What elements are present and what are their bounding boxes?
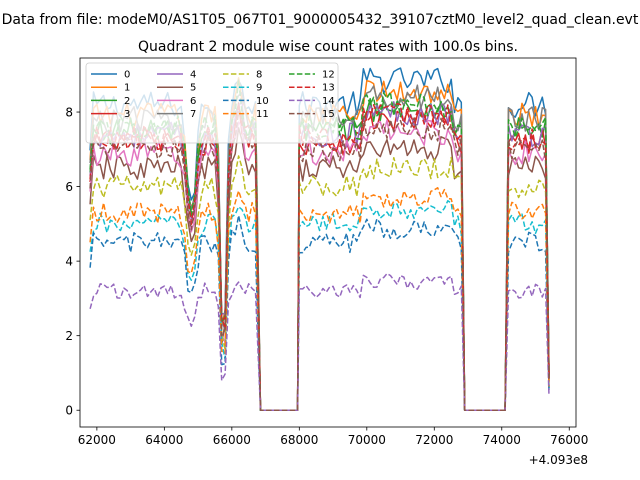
axes-frame xyxy=(79,57,577,428)
figure-suptitle: Data from file: modeM0/AS1T05_067T01_900… xyxy=(2,12,639,28)
y-tick-label: 8 xyxy=(65,106,73,120)
legend-label-14: 14 xyxy=(322,96,335,107)
legend-label-11: 11 xyxy=(256,109,269,120)
legend-label-10: 10 xyxy=(256,96,269,107)
legend-label-9: 9 xyxy=(256,83,262,94)
y-tick-label: 2 xyxy=(65,329,73,343)
x-tick-label: 62000 xyxy=(78,433,116,447)
y-tick-label: 6 xyxy=(65,180,73,194)
legend-label-5: 5 xyxy=(190,83,196,94)
x-tick-label: 70000 xyxy=(348,433,386,447)
legend-label-1: 1 xyxy=(124,83,130,94)
legend-box xyxy=(85,62,339,144)
legend-label-15: 15 xyxy=(322,109,335,120)
x-offset-label: +4.093e8 xyxy=(529,453,588,467)
legend-label-6: 6 xyxy=(190,96,196,107)
series-line-13 xyxy=(89,102,550,411)
x-tick-label: 64000 xyxy=(145,433,183,447)
y-tick-label: 0 xyxy=(65,404,73,418)
x-tick-label: 72000 xyxy=(415,433,453,447)
legend-label-12: 12 xyxy=(322,70,335,81)
axes: 62000 64000 66000 68000 70000 72000 74000 76000… xyxy=(65,57,588,447)
legend-label-2: 2 xyxy=(124,96,130,107)
chart-title: Quadrant 2 module wise count rates with … xyxy=(138,39,518,55)
legend-label-7: 7 xyxy=(190,109,196,120)
series-line-9 xyxy=(89,200,550,411)
legend-label-8: 8 xyxy=(256,70,262,81)
series-line-10 xyxy=(89,214,550,411)
series-line-14 xyxy=(89,272,550,411)
legend-label-0: 0 xyxy=(124,70,130,81)
series-line-11 xyxy=(89,187,550,411)
y-tick-label: 4 xyxy=(65,255,73,269)
x-tick-label: 66000 xyxy=(213,433,251,447)
legend-label-4: 4 xyxy=(190,70,196,81)
legend-label-13: 13 xyxy=(322,83,335,94)
x-tick-label: 76000 xyxy=(550,433,588,447)
series-line-4 xyxy=(89,101,550,411)
x-tick-label: 68000 xyxy=(280,433,318,447)
legend-label-3: 3 xyxy=(124,109,130,120)
series-line-8 xyxy=(89,155,550,411)
x-tick-label: 74000 xyxy=(483,433,521,447)
series-line-5 xyxy=(89,127,550,411)
